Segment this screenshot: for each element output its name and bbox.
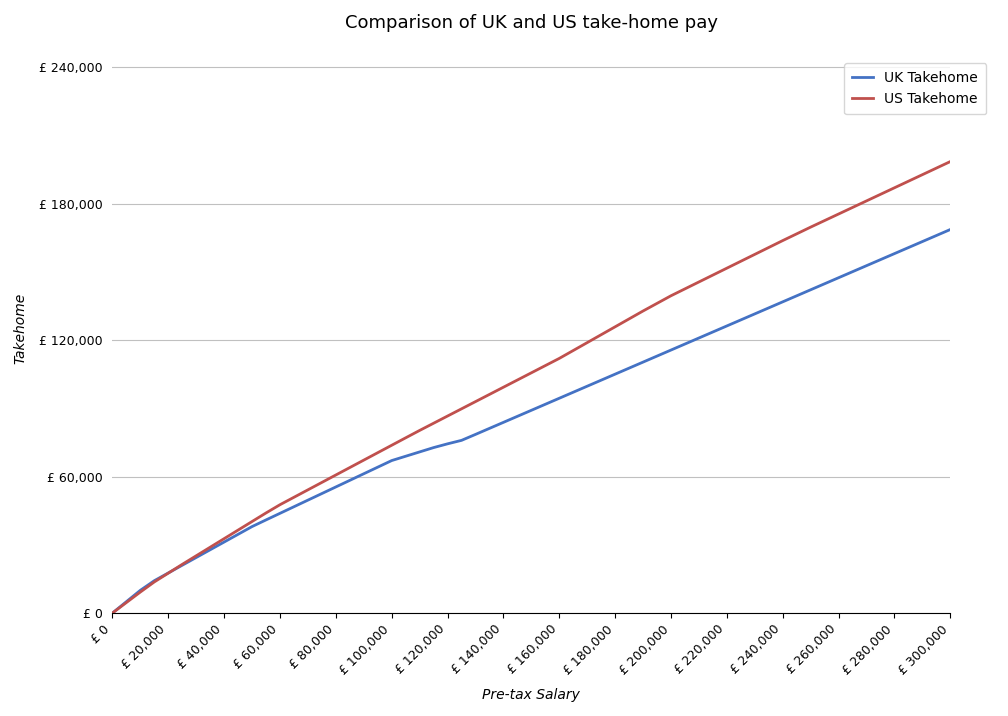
UK Takehome [162,569,174,577]
US Takehome [511,376,523,384]
US Takehome [218,534,230,543]
UK Takehome [148,576,160,585]
US Takehome [553,354,565,363]
US Takehome [120,598,132,606]
US Takehome [888,183,900,192]
US Takehome [162,569,174,577]
UK Takehome [484,424,496,432]
US Takehome [470,397,482,406]
UK Takehome [399,452,411,460]
UK Takehome [637,358,649,367]
US Takehome [609,322,621,331]
US Takehome [582,339,594,347]
UK Takehome [246,522,258,531]
US Takehome [804,223,816,231]
US Takehome [833,210,845,218]
US Takehome [442,412,454,420]
US Takehome [456,405,468,413]
UK Takehome [442,440,454,448]
UK Takehome [107,609,119,617]
UK Takehome [316,489,328,498]
US Takehome [692,278,705,286]
US Takehome [484,390,496,399]
US Takehome [637,306,649,315]
US Takehome [134,588,146,596]
UK Takehome [609,370,621,379]
Legend: UK Takehome, US Takehome: UK Takehome, US Takehome [844,63,987,115]
US Takehome [386,441,398,450]
UK Takehome [386,456,398,465]
US Takehome [749,250,761,258]
UK Takehome [665,346,677,354]
UK Takehome [176,561,188,569]
US Takehome [205,543,217,551]
UK Takehome [692,334,705,342]
US Takehome [316,478,328,487]
UK Takehome [232,530,244,538]
UK Takehome [413,448,425,456]
UK Takehome [470,430,482,439]
UK Takehome [191,553,203,562]
UK Takehome [120,597,132,606]
US Takehome [721,264,733,273]
UK Takehome [288,503,300,511]
UK Takehome [525,406,537,415]
Line: UK Takehome: UK Takehome [113,230,951,613]
UK Takehome [804,286,816,294]
US Takehome [302,485,314,494]
Title: Comparison of UK and US take-home pay: Comparison of UK and US take-home pay [345,14,718,32]
UK Takehome [944,226,957,234]
UK Takehome [582,382,594,390]
UK Takehome [888,249,900,258]
US Takehome [274,500,286,509]
UK Takehome [749,309,761,318]
US Takehome [413,426,425,435]
UK Takehome [456,436,468,445]
US Takehome [399,433,411,442]
US Takehome [232,526,244,534]
UK Takehome [134,586,146,594]
US Takehome [497,383,509,392]
UK Takehome [833,274,845,282]
US Takehome [944,158,957,166]
US Takehome [776,236,788,245]
US Takehome [344,463,356,472]
UK Takehome [861,261,873,270]
UK Takehome [776,298,788,306]
US Takehome [665,291,677,300]
US Takehome [358,456,370,465]
US Takehome [372,448,384,457]
UK Takehome [344,476,356,485]
UK Takehome [274,509,286,518]
UK Takehome [205,546,217,554]
US Takehome [861,197,873,205]
UK Takehome [218,538,230,546]
US Takehome [246,517,258,526]
UK Takehome [358,470,370,478]
US Takehome [427,419,439,427]
US Takehome [916,170,928,179]
UK Takehome [553,394,565,402]
UK Takehome [916,237,928,246]
UK Takehome [427,443,439,452]
UK Takehome [260,516,272,524]
UK Takehome [330,483,342,491]
X-axis label: Pre-tax Salary: Pre-tax Salary [483,688,581,702]
Y-axis label: Takehome: Takehome [14,293,28,364]
US Takehome [330,470,342,479]
US Takehome [176,560,188,569]
UK Takehome [497,418,509,427]
US Takehome [107,609,119,617]
UK Takehome [511,412,523,420]
US Takehome [288,493,300,501]
UK Takehome [721,321,733,330]
US Takehome [148,578,160,586]
Line: US Takehome: US Takehome [113,162,951,613]
US Takehome [525,369,537,377]
UK Takehome [372,463,384,471]
US Takehome [260,508,272,517]
US Takehome [191,551,203,560]
UK Takehome [302,495,314,504]
